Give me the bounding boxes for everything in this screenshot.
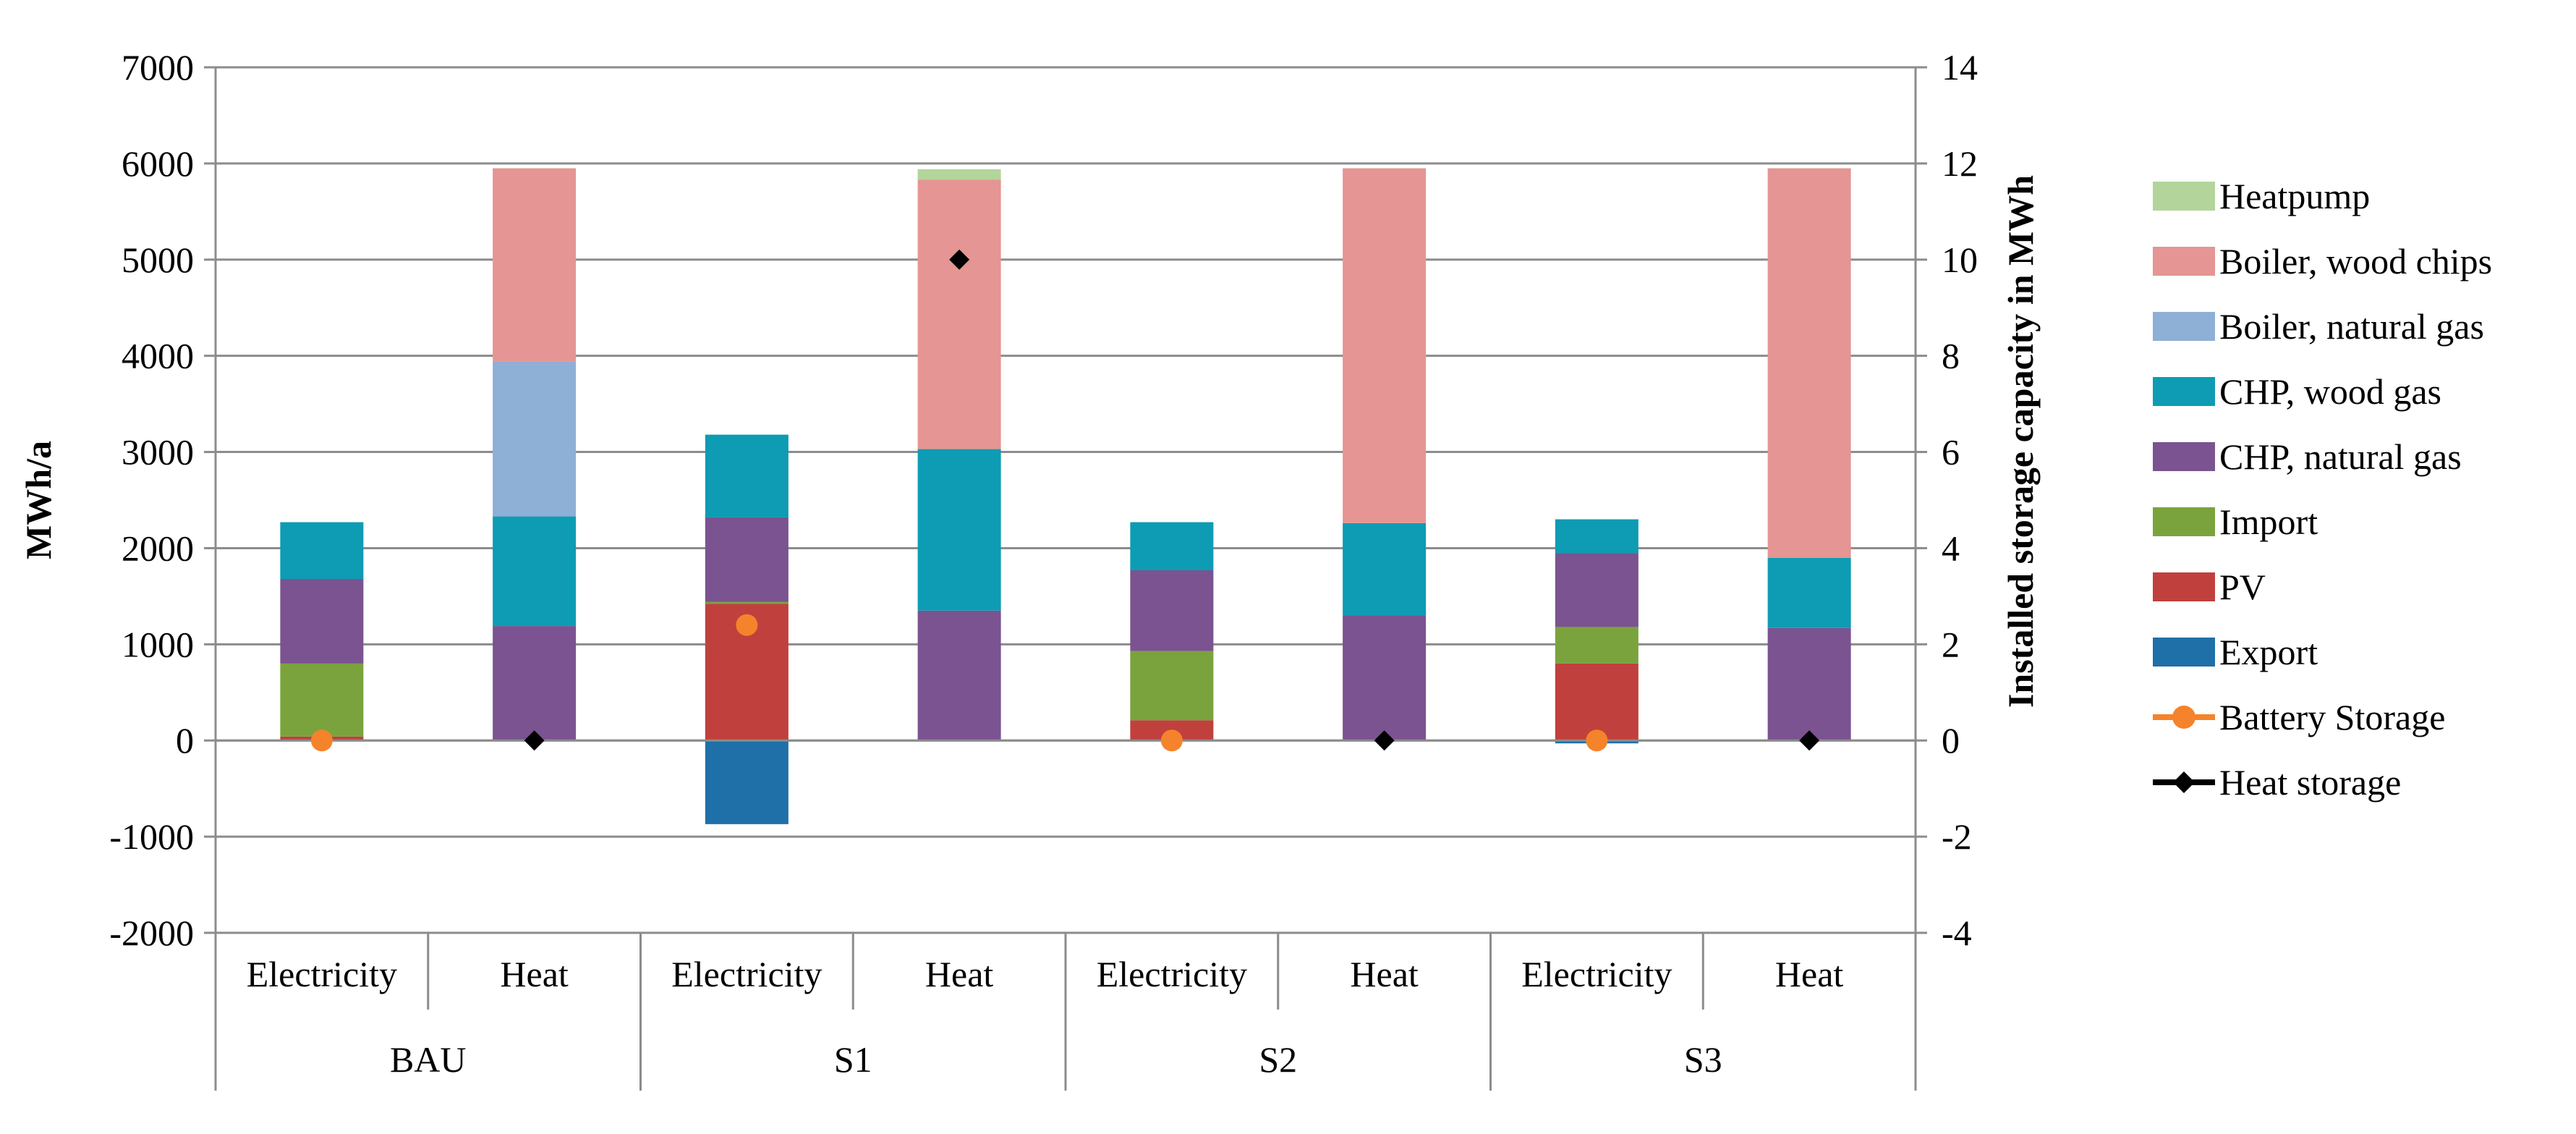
bar-segment [1130,651,1214,721]
heat-storage-point [1799,730,1820,751]
heat-storage-point [949,249,970,270]
group-label: S1 [834,1039,872,1080]
group-label: S2 [1259,1039,1297,1080]
y-axis-title: MWh/a [18,441,59,559]
legend-swatch [2153,638,2215,667]
y2-tick-label: -2 [1942,816,1972,857]
y-tick-label: 0 [176,720,194,761]
bar-segment [705,740,788,824]
bar-segment [280,663,364,737]
heat-storage-point [524,730,545,751]
legend-label: PV [2219,567,2266,607]
legend-label: Heatpump [2219,176,2370,216]
bar-segment [493,168,577,362]
legend-label: Boiler, wood chips [2219,241,2492,282]
bar-segment [705,434,788,517]
bar-segment [1767,168,1851,558]
legend-swatch [2153,442,2215,471]
axes: 7000 6000 5000 4000 3000 2000 1000 0 -1000 -2000 1… [109,47,1978,953]
bar-segment [1343,168,1427,523]
battery-storage-point [310,729,333,752]
legend-label: CHP, natural gas [2219,436,2462,477]
bar-segment [1130,570,1214,651]
bar-segment [1555,553,1638,627]
bar-segment [1555,663,1638,741]
subcategory-label: Electricity [247,954,397,994]
storage-markers [310,249,1820,752]
battery-storage-point [1586,729,1608,752]
heat-storage-point [1374,730,1395,751]
subcategory-label: Heat [925,954,993,994]
subcategory-label: Heat [500,954,568,994]
bar-segment [1555,627,1638,664]
y-tick-label: 4000 [122,336,194,376]
bar-segment [917,449,1001,611]
legend-label: Heat storage [2219,762,2401,803]
bars [280,168,1851,824]
bar-segment [493,626,577,741]
y2-tick-label: 0 [1942,720,1960,761]
bar-segment [280,578,364,664]
subcategory-label: Heat [1350,954,1418,994]
bar-segment [1767,557,1851,628]
subcategory-label: Electricity [671,954,822,994]
legend-label: Battery Storage [2219,697,2445,737]
subcategory-label: Electricity [1097,954,1247,994]
subcategory-label: Heat [1775,954,1843,994]
group-label: BAU [390,1039,467,1080]
bar-segment [1555,519,1638,554]
bar-segment [493,361,577,517]
y-tick-label: 5000 [122,240,194,280]
y2-tick-label: 6 [1942,432,1960,473]
bar-segment [280,522,364,579]
y-tick-label: 3000 [122,432,194,473]
y-tick-label: -1000 [109,816,194,857]
legend-label: Boiler, natural gas [2219,306,2484,347]
legend-label: Import [2219,502,2318,542]
legend-swatch [2153,377,2215,406]
group-label: S3 [1684,1039,1722,1080]
y2-tick-label: 8 [1942,336,1960,376]
y2-tick-label: 14 [1942,47,1978,88]
y-tick-label: -2000 [109,913,194,953]
y-tick-label: 2000 [122,528,194,568]
legend-swatch [2153,247,2215,276]
legend-marker [2173,771,2195,793]
bar-segment [1130,522,1214,571]
bar-segment [1343,522,1427,616]
y2-tick-label: 2 [1942,624,1960,664]
y-tick-label: 6000 [122,143,194,184]
bar-segment [1767,627,1851,741]
bar-segment [705,517,788,602]
legend-swatch [2153,507,2215,536]
bar-segment [493,516,577,627]
legend-swatch [2153,182,2215,211]
y2-tick-label: 12 [1942,143,1978,184]
y2-tick-label: 10 [1942,240,1978,280]
bar-segment [705,601,788,604]
y-tick-label: 1000 [122,624,194,664]
category-axis: Electricity Heat Electricity Heat Electricit… [214,933,1917,1091]
subcategory-label: Electricity [1521,954,1672,994]
battery-storage-point [736,614,758,636]
legend-swatch [2153,572,2215,601]
bar-segment [917,179,1001,449]
bar-segment [917,169,1001,180]
legend-label: Export [2219,632,2318,672]
battery-storage-point [1160,729,1183,752]
y2-tick-label: 4 [1942,528,1960,568]
legend-swatch [2153,312,2215,341]
bar-segment [1343,615,1427,741]
gridlines [216,66,1916,934]
y-tick-label: 7000 [122,47,194,88]
legend: Heatpump Boiler, wood chips Boiler, natura… [2153,176,2492,803]
legend-marker [2172,706,2195,729]
bar-segment [917,610,1001,741]
legend-label: CHP, wood gas [2219,371,2441,412]
y2-axis-title: Installed storage capacity in MWh [2000,175,2041,708]
y2-tick-label: -4 [1942,913,1972,953]
